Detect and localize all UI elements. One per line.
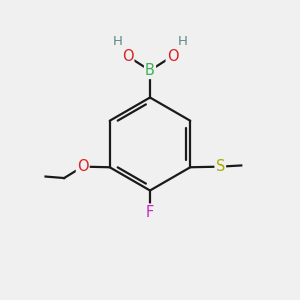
Text: B: B	[145, 63, 155, 78]
Text: H: H	[113, 35, 122, 48]
Text: O: O	[167, 49, 178, 64]
Text: F: F	[146, 205, 154, 220]
Text: O: O	[77, 159, 88, 174]
Text: O: O	[122, 49, 133, 64]
Text: S: S	[216, 159, 225, 174]
Text: H: H	[178, 35, 187, 48]
